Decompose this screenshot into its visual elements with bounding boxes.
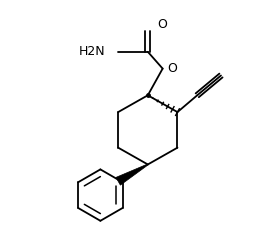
- Text: H2N: H2N: [79, 45, 105, 58]
- Text: O: O: [168, 62, 177, 75]
- Polygon shape: [116, 164, 148, 185]
- Text: O: O: [158, 18, 168, 31]
